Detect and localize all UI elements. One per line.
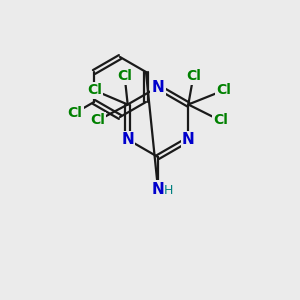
Text: Cl: Cl bbox=[87, 83, 102, 98]
Text: N: N bbox=[121, 132, 134, 147]
Text: Cl: Cl bbox=[213, 113, 228, 128]
Text: N: N bbox=[182, 132, 195, 147]
Text: Cl: Cl bbox=[90, 113, 105, 128]
Text: N: N bbox=[152, 80, 164, 94]
Text: Cl: Cl bbox=[216, 83, 231, 98]
Text: Cl: Cl bbox=[117, 70, 132, 83]
Text: H: H bbox=[163, 184, 173, 196]
Text: N: N bbox=[152, 182, 164, 196]
Text: Cl: Cl bbox=[186, 70, 201, 83]
Text: Cl: Cl bbox=[68, 106, 82, 120]
